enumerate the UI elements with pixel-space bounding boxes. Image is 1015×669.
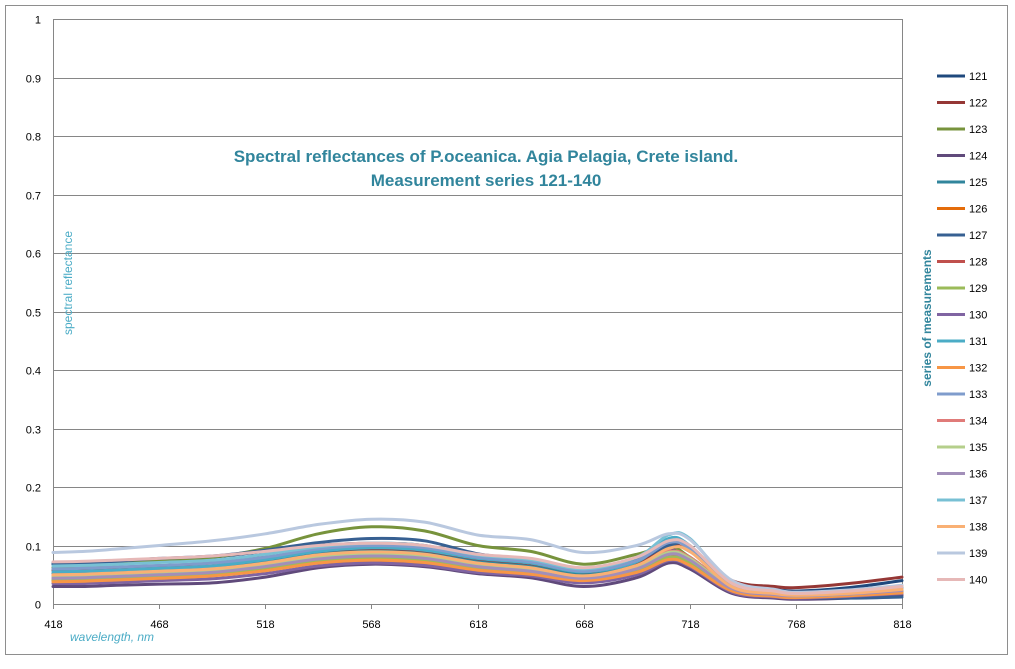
- y-tick-label-0.5: 0.5: [26, 308, 41, 320]
- x-tick-label-518: 518: [256, 619, 274, 631]
- legend-label-124: 124: [969, 151, 987, 163]
- legend-label-127: 127: [969, 230, 987, 242]
- legend-label-130: 130: [969, 310, 987, 322]
- y-tick-label-0.8: 0.8: [26, 132, 41, 144]
- legend-label-126: 126: [969, 204, 987, 216]
- series-lines: [51, 517, 904, 601]
- legend-label-135: 135: [969, 442, 987, 454]
- x-tick-label-568: 568: [362, 619, 380, 631]
- legend: 121 122 123 124 125 126 127 128 129 130 131 132 133 1…: [937, 71, 987, 587]
- gridlines: [53, 19, 903, 605]
- legend-label-128: 128: [969, 257, 987, 269]
- series-line-132: [51, 557, 904, 600]
- legend-label-131: 131: [969, 336, 987, 348]
- legend-label-123: 123: [969, 124, 987, 136]
- y-tick-label-0.7: 0.7: [26, 191, 41, 203]
- chart-title-line-1: Spectral reflectances of P.oceanica. Agi…: [234, 147, 739, 166]
- legend-label-137: 137: [969, 495, 987, 507]
- legend-label-129: 129: [969, 283, 987, 295]
- y-tick-label-0.4: 0.4: [26, 366, 41, 378]
- x-tick-labels: 418 468 518 568 618 668 718 768 818: [44, 604, 912, 631]
- legend-label-136: 136: [969, 469, 987, 481]
- x-tick-label-618: 618: [469, 619, 487, 631]
- legend-label-138: 138: [969, 522, 987, 534]
- x-tick-label-418: 418: [44, 619, 62, 631]
- y-tick-label-1: 1: [35, 15, 41, 27]
- x-tick-label-468: 468: [150, 619, 168, 631]
- x-tick-label-718: 718: [681, 619, 699, 631]
- legend-label-139: 139: [969, 548, 987, 560]
- legend-label-121: 121: [969, 71, 987, 83]
- legend-title: series of measurements: [920, 249, 934, 387]
- legend-label-125: 125: [969, 177, 987, 189]
- series-line-139: [51, 517, 904, 594]
- legend-label-122: 122: [969, 98, 987, 110]
- x-tick-label-668: 668: [575, 619, 593, 631]
- series-line-138: [51, 545, 904, 597]
- y-tick-label-0.2: 0.2: [26, 483, 41, 495]
- chart-title-line-2: Measurement series 121-140: [371, 171, 602, 190]
- y-tick-label-0.9: 0.9: [26, 74, 41, 86]
- legend-label-140: 140: [969, 575, 987, 587]
- y-tick-labels: 0 0.1 0.2 0.3 0.4 0.5 0.6 0.7 0.8 0.9 1: [26, 15, 41, 612]
- y-tick-label-0: 0: [35, 600, 41, 612]
- series-line-140: [51, 538, 904, 595]
- x-axis-title: wavelength, nm: [70, 630, 154, 644]
- legend-label-134: 134: [969, 416, 987, 428]
- legend-label-132: 132: [969, 363, 987, 375]
- y-tick-label-0.3: 0.3: [26, 425, 41, 437]
- legend-label-133: 133: [969, 389, 987, 401]
- y-tick-label-0.1: 0.1: [26, 542, 41, 554]
- x-tick-label-818: 818: [893, 619, 911, 631]
- y-axis-title: spectral reflectance: [61, 231, 75, 335]
- x-tick-label-768: 768: [787, 619, 805, 631]
- y-tick-label-0.6: 0.6: [26, 249, 41, 261]
